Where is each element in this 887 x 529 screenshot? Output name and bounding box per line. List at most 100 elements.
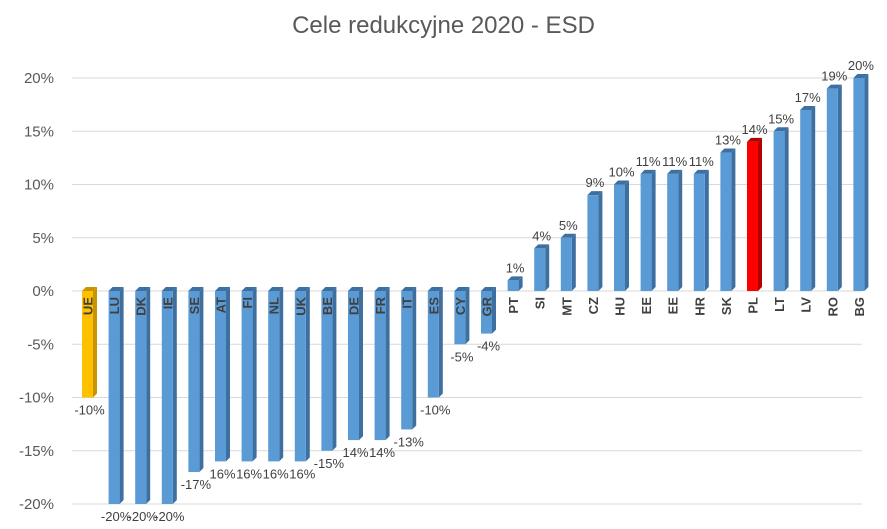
bar — [321, 291, 333, 451]
bar — [454, 291, 466, 345]
bar-top — [587, 191, 603, 196]
bar — [640, 173, 652, 291]
bar-side — [784, 127, 789, 291]
data-label: -17% — [181, 477, 212, 492]
data-label: -5% — [450, 349, 474, 364]
data-label: 16% — [263, 466, 289, 481]
category-label: RO — [825, 297, 840, 317]
bar-side — [146, 287, 151, 504]
bar-side — [252, 287, 257, 462]
bar-top — [747, 137, 762, 142]
data-label: 10% — [608, 165, 634, 180]
bar-side — [625, 180, 629, 291]
bar — [294, 291, 306, 462]
category-label: LT — [772, 297, 787, 312]
bar-group — [747, 137, 762, 291]
data-label: 16% — [209, 466, 235, 481]
bar-side — [199, 287, 204, 473]
bar-group — [108, 287, 124, 504]
bar-top — [640, 169, 656, 174]
bar-group — [321, 287, 337, 451]
y-tick-label: 5% — [32, 230, 54, 247]
category-label: GR — [480, 296, 495, 316]
bar-group — [720, 148, 736, 291]
data-label: -4% — [477, 339, 501, 354]
bar-group — [614, 180, 629, 291]
category-label: SK — [719, 296, 734, 315]
category-label: CY — [453, 297, 468, 315]
chart-title: Cele redukcyjne 2020 - ESD — [292, 12, 595, 39]
bar-group — [268, 287, 284, 462]
bar — [507, 280, 519, 291]
bar — [108, 291, 120, 504]
bar-side — [545, 244, 550, 291]
data-label: 20% — [848, 58, 874, 73]
category-label: EE — [666, 297, 681, 315]
category-label: HU — [613, 297, 628, 316]
bar — [135, 291, 147, 504]
category-label: FR — [373, 296, 388, 314]
category-label: HR — [692, 296, 707, 315]
bar-group — [161, 287, 177, 504]
y-tick-label: 15% — [24, 123, 54, 140]
bar-side — [678, 169, 683, 291]
bar-group — [773, 127, 789, 291]
data-label: 11% — [636, 154, 661, 169]
bar-top — [401, 287, 417, 291]
bar-top — [800, 105, 816, 110]
bar-top — [614, 180, 629, 185]
bar-side — [704, 169, 709, 291]
data-label: 14% — [369, 445, 395, 460]
bar — [667, 173, 679, 291]
data-label: 9% — [586, 175, 605, 190]
bar-top — [481, 287, 496, 291]
category-label: DE — [347, 297, 362, 315]
data-label: 14% — [342, 445, 368, 460]
bar-side — [226, 287, 230, 462]
bar-side — [492, 287, 496, 334]
category-label: IE — [160, 297, 175, 310]
bar-side — [864, 74, 869, 291]
bar-top — [82, 287, 97, 291]
data-label: 5% — [559, 218, 578, 233]
bar-top — [454, 287, 470, 291]
category-label: UE — [81, 297, 96, 315]
bar — [747, 141, 758, 291]
bar-top — [507, 276, 523, 281]
bar-group — [853, 74, 869, 291]
bar — [614, 184, 625, 291]
bar-side — [119, 287, 124, 504]
y-tick-label: 20% — [24, 70, 54, 87]
y-tick-label: 0% — [32, 283, 54, 300]
category-label: LV — [799, 297, 814, 313]
bar-group — [507, 276, 523, 291]
bar — [215, 291, 226, 462]
bar — [720, 152, 732, 291]
bar-top — [161, 287, 177, 291]
bar — [241, 291, 253, 462]
bar-top — [268, 287, 284, 291]
data-label: 15% — [768, 111, 794, 126]
bar-group — [241, 287, 257, 462]
bar-top — [135, 287, 151, 291]
data-label: 19% — [821, 69, 847, 84]
data-label: -10% — [420, 403, 451, 418]
category-label: ES — [426, 297, 441, 315]
bar-top — [826, 84, 842, 89]
category-label: DK — [134, 296, 149, 315]
bar-side — [518, 276, 523, 291]
bar-top — [693, 169, 709, 174]
y-tick-label: -20% — [19, 496, 54, 513]
bar-top — [534, 244, 550, 249]
bar-side — [359, 287, 363, 441]
bar-side — [651, 169, 656, 291]
data-label: -20% — [154, 509, 185, 524]
bar-top — [560, 233, 576, 238]
category-label: LU — [107, 297, 122, 314]
bar — [82, 291, 93, 398]
y-tick-label: 10% — [24, 177, 54, 194]
bar-group — [82, 287, 97, 398]
bar — [268, 291, 280, 462]
